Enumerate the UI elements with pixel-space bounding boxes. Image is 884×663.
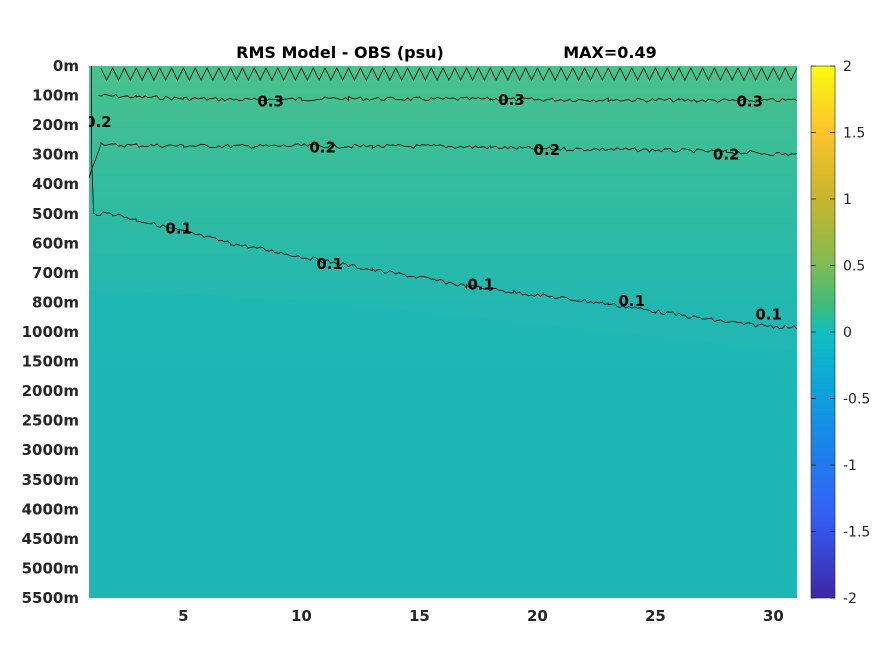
contour-layer: 0.3 0.3 0.3 0.2 0.2 0.2 0.2 0.1 0.1 0.1 0.1 0.1 xyxy=(85,66,797,330)
x-axis-ticks: 5 10 15 20 25 30 xyxy=(178,607,784,625)
colorbar-tick-label: 2 xyxy=(843,59,852,75)
y-tick-label: 2000m xyxy=(22,382,79,400)
contour-label: 0.1 xyxy=(316,255,343,273)
colorbar-tick-label: 0.5 xyxy=(843,259,865,275)
x-tick-label: 15 xyxy=(409,607,430,625)
colorbar-tick-label: 0 xyxy=(843,325,852,341)
colorbar-tick-label: 1 xyxy=(843,192,852,208)
contour-label: 0.2 xyxy=(309,138,336,156)
contour-line xyxy=(98,93,797,103)
contour-label: 0.2 xyxy=(713,146,740,164)
y-tick-label: 5000m xyxy=(22,559,79,577)
colorbar-tick-label: -1 xyxy=(843,458,857,474)
contour-label: 0.2 xyxy=(85,113,112,131)
contour-label: 0.1 xyxy=(755,305,782,323)
x-tick-label: 25 xyxy=(645,607,666,625)
heatmap-deep-band xyxy=(89,290,797,598)
contour-line xyxy=(89,141,797,179)
contour-line xyxy=(91,66,797,330)
y-tick-label: 3500m xyxy=(22,471,79,489)
y-tick-label: 600m xyxy=(32,234,79,252)
contour-label: 0.1 xyxy=(467,276,494,294)
x-tick-label: 5 xyxy=(178,607,188,625)
y-tick-label: 200m xyxy=(32,116,79,134)
chart-title: RMS Model - OBS (psu) xyxy=(236,43,444,62)
y-tick-label: 1500m xyxy=(22,353,79,371)
y-tick-label: 700m xyxy=(32,264,79,282)
colorbar-tick-label: -2 xyxy=(843,591,857,607)
y-tick-label: 800m xyxy=(32,293,79,311)
x-tick-label: 30 xyxy=(763,607,784,625)
contour-label: 0.3 xyxy=(498,91,525,109)
y-tick-label: 1000m xyxy=(22,323,79,341)
y-tick-label: 500m xyxy=(32,205,79,223)
contour-label: 0.2 xyxy=(534,141,561,159)
colorbar-tick-label: 1.5 xyxy=(843,126,865,142)
y-tick-label: 2500m xyxy=(22,412,79,430)
x-tick-label: 20 xyxy=(527,607,548,625)
y-tick-label: 100m xyxy=(32,87,79,105)
y-tick-label: 5500m xyxy=(22,589,79,607)
surface-contour-line xyxy=(100,67,797,81)
y-tick-label: 0m xyxy=(53,57,79,75)
colorbar-tick-label: -1.5 xyxy=(843,525,870,541)
contour-label: 0.3 xyxy=(257,92,284,110)
colorbar-ticks: 2 1.5 1 0.5 0 -0.5 -1 -1.5 -2 xyxy=(811,59,870,607)
x-tick-label: 10 xyxy=(291,607,312,625)
colorbar-tick-label: -0.5 xyxy=(843,392,870,408)
contour-label: 0.1 xyxy=(165,220,192,238)
y-tick-label: 3000m xyxy=(22,441,79,459)
y-axis-ticks: 0m 100m 200m 300m 400m 500m 600m 700m 800m 1000m 1… xyxy=(22,57,79,607)
plot-area: 0.3 0.3 0.3 0.2 0.2 0.2 0.2 0.1 0.1 0.1 0.1 0.1 xyxy=(85,66,797,598)
contour-label: 0.1 xyxy=(619,292,646,310)
y-tick-label: 400m xyxy=(32,175,79,193)
y-tick-label: 4000m xyxy=(22,500,79,518)
y-tick-label: 4500m xyxy=(22,530,79,548)
y-tick-label: 300m xyxy=(32,146,79,164)
max-label: MAX=0.49 xyxy=(563,43,657,62)
contour-label: 0.3 xyxy=(737,92,764,110)
